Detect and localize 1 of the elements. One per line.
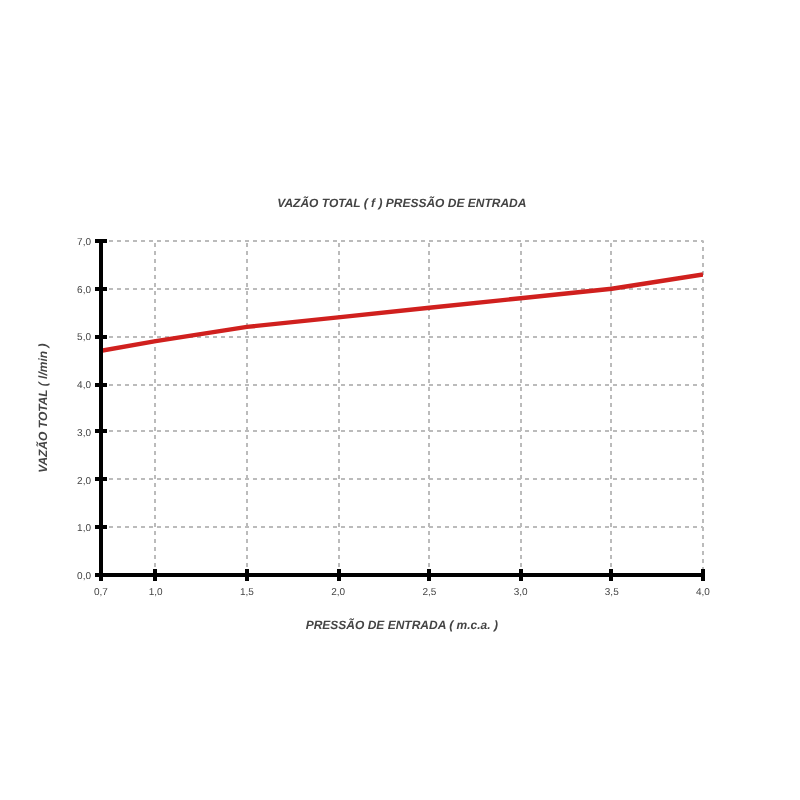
line-series	[101, 272, 703, 353]
